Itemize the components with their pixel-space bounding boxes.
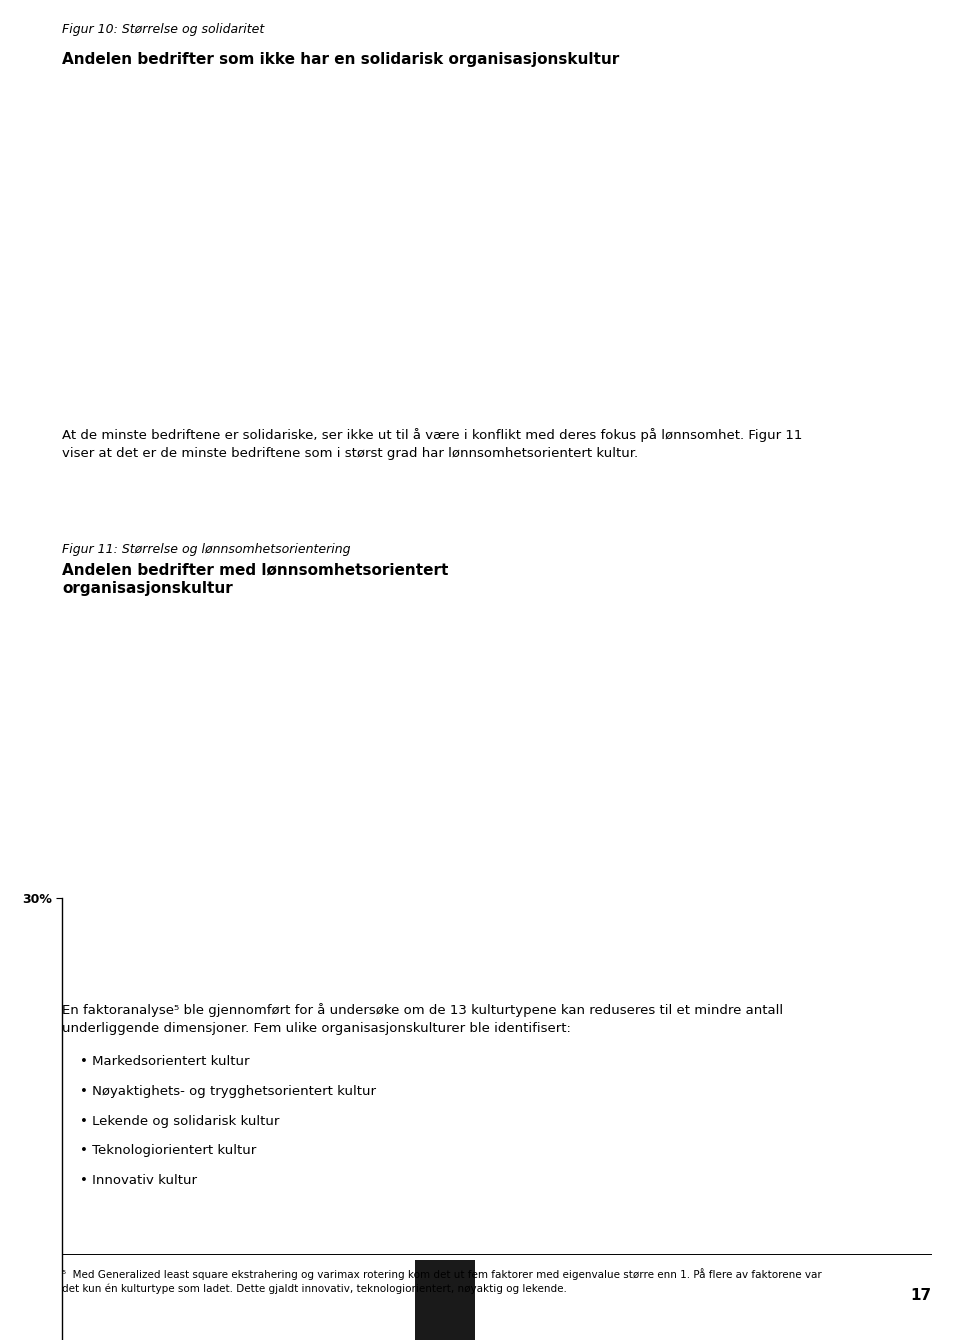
Text: En faktoranalyse⁵ ble gjennomført for å undersøke om de 13 kulturtypene kan redu: En faktoranalyse⁵ ble gjennomført for å … — [62, 1002, 783, 1034]
Text: At de minste bedriftene er solidariske, ser ikke ut til å være i konflikt med de: At de minste bedriftene er solidariske, … — [62, 427, 803, 460]
Text: • Nøyaktighets- og trygghetsorientert kultur: • Nøyaktighets- og trygghetsorientert ku… — [80, 1084, 375, 1097]
Text: Figur 11: Størrelse og lønnsomhetsorientering: Figur 11: Størrelse og lønnsomhetsorient… — [62, 543, 351, 556]
Text: 17: 17 — [910, 1288, 931, 1302]
Text: • Markedsorientert kultur: • Markedsorientert kultur — [80, 1055, 250, 1068]
Text: ⁵  Med Generalized least square ekstrahering og varimax rotering kom det ut fem : ⁵ Med Generalized least square ekstraher… — [62, 1268, 822, 1293]
Bar — [415, 1260, 474, 1340]
Text: Figur 10: Størrelse og solidaritet: Figur 10: Størrelse og solidaritet — [62, 23, 265, 36]
Text: Andelen bedrifter som ikke har en solidarisk organisasjonskultur: Andelen bedrifter som ikke har en solida… — [62, 52, 619, 67]
Text: Andelen bedrifter med lønnsomhetsorientert
organisasjonskultur: Andelen bedrifter med lønnsomhetsoriente… — [62, 563, 448, 596]
Text: • Innovativ kultur: • Innovativ kultur — [80, 1174, 197, 1187]
Text: • Lekende og solidarisk kultur: • Lekende og solidarisk kultur — [80, 1115, 279, 1127]
Text: • Teknologiorientert kultur: • Teknologiorientert kultur — [80, 1144, 256, 1158]
